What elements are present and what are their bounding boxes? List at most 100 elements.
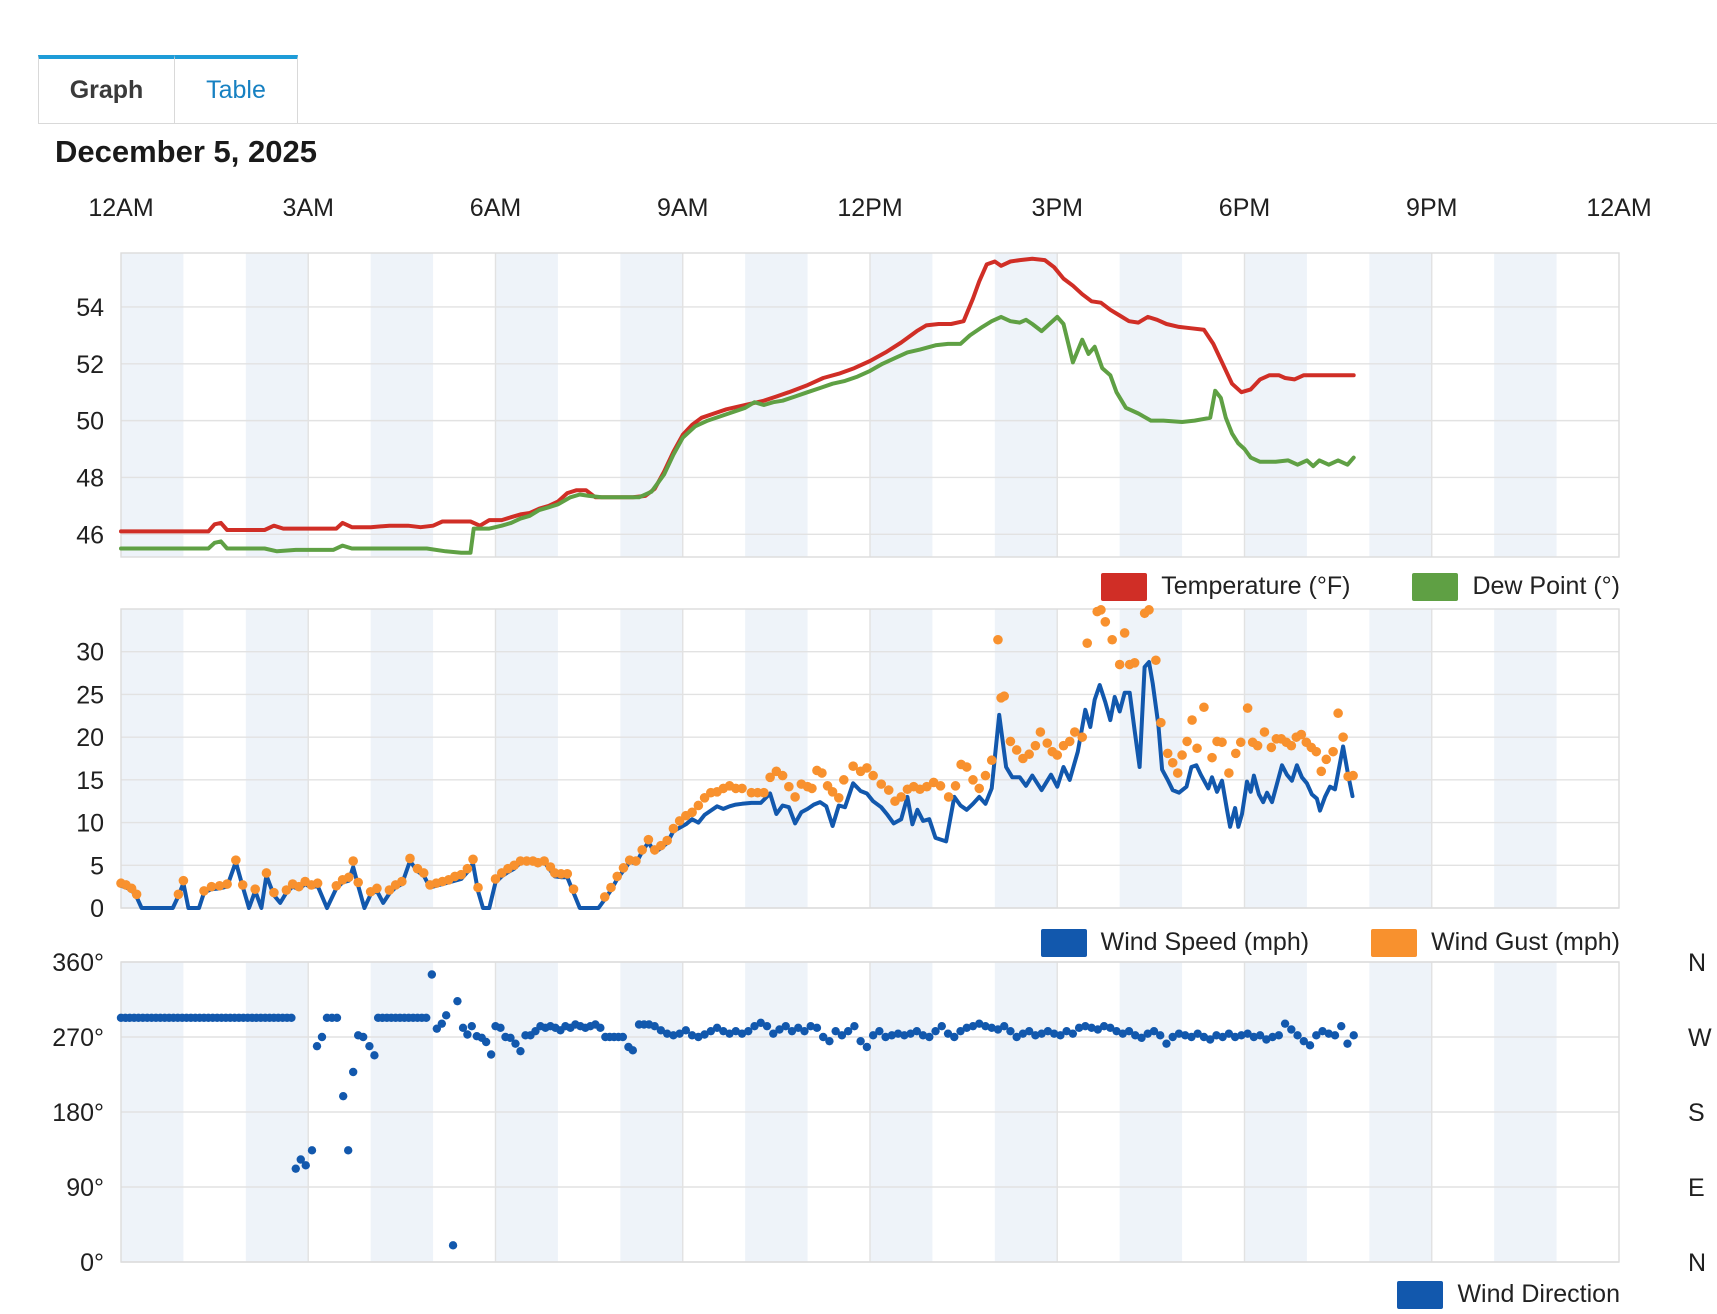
data-point: [178, 875, 189, 886]
data-point: [956, 1026, 965, 1036]
hour-band: [370, 253, 434, 557]
data-point: [1096, 605, 1106, 615]
data-point: [1077, 732, 1088, 742]
data-point: [737, 783, 747, 794]
data-point: [1207, 752, 1217, 763]
data-point: [353, 877, 363, 888]
x-axis-hour-label: 9PM: [1406, 194, 1457, 222]
data-point: [331, 880, 342, 891]
legend-temperature-chart: Temperature (°F) Dew Point (°): [1101, 572, 1620, 601]
data-point: [463, 1030, 472, 1039]
data-point: [131, 889, 142, 900]
data-point: [1338, 732, 1348, 742]
data-point: [539, 856, 549, 866]
data-point: [344, 872, 354, 883]
data-point: [618, 863, 629, 873]
data-point: [448, 1241, 458, 1250]
data-point: [1167, 757, 1178, 768]
data-point: [1107, 634, 1117, 645]
hour-band: [745, 253, 808, 557]
temperature-dewpoint-chart: 54 52 50 48 46 12AM 3AM 6AM 9AM 12PM 3PM 6PM 9PM 12AM: [76, 194, 1652, 558]
wind-gust-swatch: [1371, 928, 1418, 957]
data-point: [765, 772, 775, 783]
data-point: [269, 887, 279, 898]
hour-band: [1494, 609, 1557, 908]
data-point: [912, 1026, 922, 1036]
wind-speed-gust-chart: 30 25 20 15 10 5 0: [76, 605, 1620, 923]
data-point: [1006, 1026, 1015, 1036]
hour-band: [121, 609, 184, 908]
data-point: [1168, 1032, 1177, 1042]
y-tick-label: 50: [76, 408, 104, 436]
data-point: [1328, 746, 1338, 757]
hour-band: [245, 253, 309, 557]
data-point: [986, 755, 997, 766]
data-point: [1177, 750, 1187, 760]
data-point: [1162, 748, 1173, 759]
data-point: [706, 1026, 716, 1036]
data-point: [1129, 658, 1140, 668]
data-point: [1224, 1029, 1234, 1038]
wind-direction-swatch: [1397, 1280, 1444, 1309]
y-tick-label: 20: [76, 724, 104, 752]
hour-band: [1494, 253, 1557, 557]
data-point: [777, 770, 788, 781]
data-point: [348, 1067, 358, 1077]
x-axis-hour-label: 12AM: [88, 194, 153, 222]
data-point: [1311, 746, 1322, 757]
data-point: [422, 1013, 431, 1023]
legend-wind-direction-chart: Wind Direction: [1397, 1280, 1620, 1309]
wind-gust-legend-label: Wind Gust (mph): [1431, 928, 1620, 956]
data-point: [312, 878, 323, 889]
data-point: [856, 1036, 865, 1046]
legend-item-wind-gust: Wind Gust (mph): [1371, 928, 1620, 957]
data-point: [921, 781, 932, 792]
data-point: [405, 853, 415, 864]
data-point: [348, 856, 358, 866]
data-point: [974, 783, 985, 794]
data-point: [1252, 740, 1263, 751]
wind-direction-chart: 360° 270° 180° 90° 0° N W S E N: [52, 949, 1712, 1277]
data-point: [876, 779, 887, 789]
data-point: [1005, 736, 1016, 747]
data-point: [1124, 1026, 1134, 1036]
data-point: [437, 1019, 447, 1028]
x-axis-hour-label: 12AM: [1586, 194, 1651, 222]
hour-band: [1244, 253, 1307, 557]
tab-table[interactable]: Table: [175, 55, 298, 123]
y-tick-label: 25: [76, 681, 104, 709]
data-point: [1224, 768, 1234, 778]
y-tick-label: 270°: [52, 1024, 104, 1052]
data-point: [833, 792, 844, 803]
y-tick-label: 52: [76, 351, 104, 379]
data-point: [935, 781, 946, 791]
hour-band: [1119, 253, 1183, 557]
data-point: [206, 881, 217, 892]
data-point: [1286, 740, 1297, 751]
data-point: [332, 1013, 342, 1023]
data-point: [1230, 748, 1241, 759]
data-point: [1333, 708, 1343, 719]
y-tick-label: 30: [76, 639, 104, 667]
data-point: [1316, 766, 1327, 777]
data-point: [1243, 1029, 1252, 1038]
plot-border: [120, 961, 1620, 1263]
data-point: [631, 856, 641, 866]
data-point: [1114, 659, 1125, 670]
data-point: [1305, 1041, 1315, 1050]
data-point: [1274, 1031, 1284, 1040]
x-axis-hour-label: 6AM: [470, 194, 521, 222]
data-point: [825, 1036, 834, 1046]
data-point: [993, 1025, 1003, 1034]
data-point: [468, 854, 478, 865]
data-point: [1172, 768, 1183, 778]
data-point: [1056, 1031, 1065, 1040]
data-point: [817, 768, 827, 778]
tab-graph[interactable]: Graph: [38, 55, 175, 123]
data-point: [1144, 605, 1154, 615]
data-point: [199, 886, 209, 896]
data-point: [606, 882, 616, 893]
data-point: [453, 996, 462, 1006]
data-point: [1337, 1021, 1346, 1031]
data-point: [261, 868, 272, 878]
